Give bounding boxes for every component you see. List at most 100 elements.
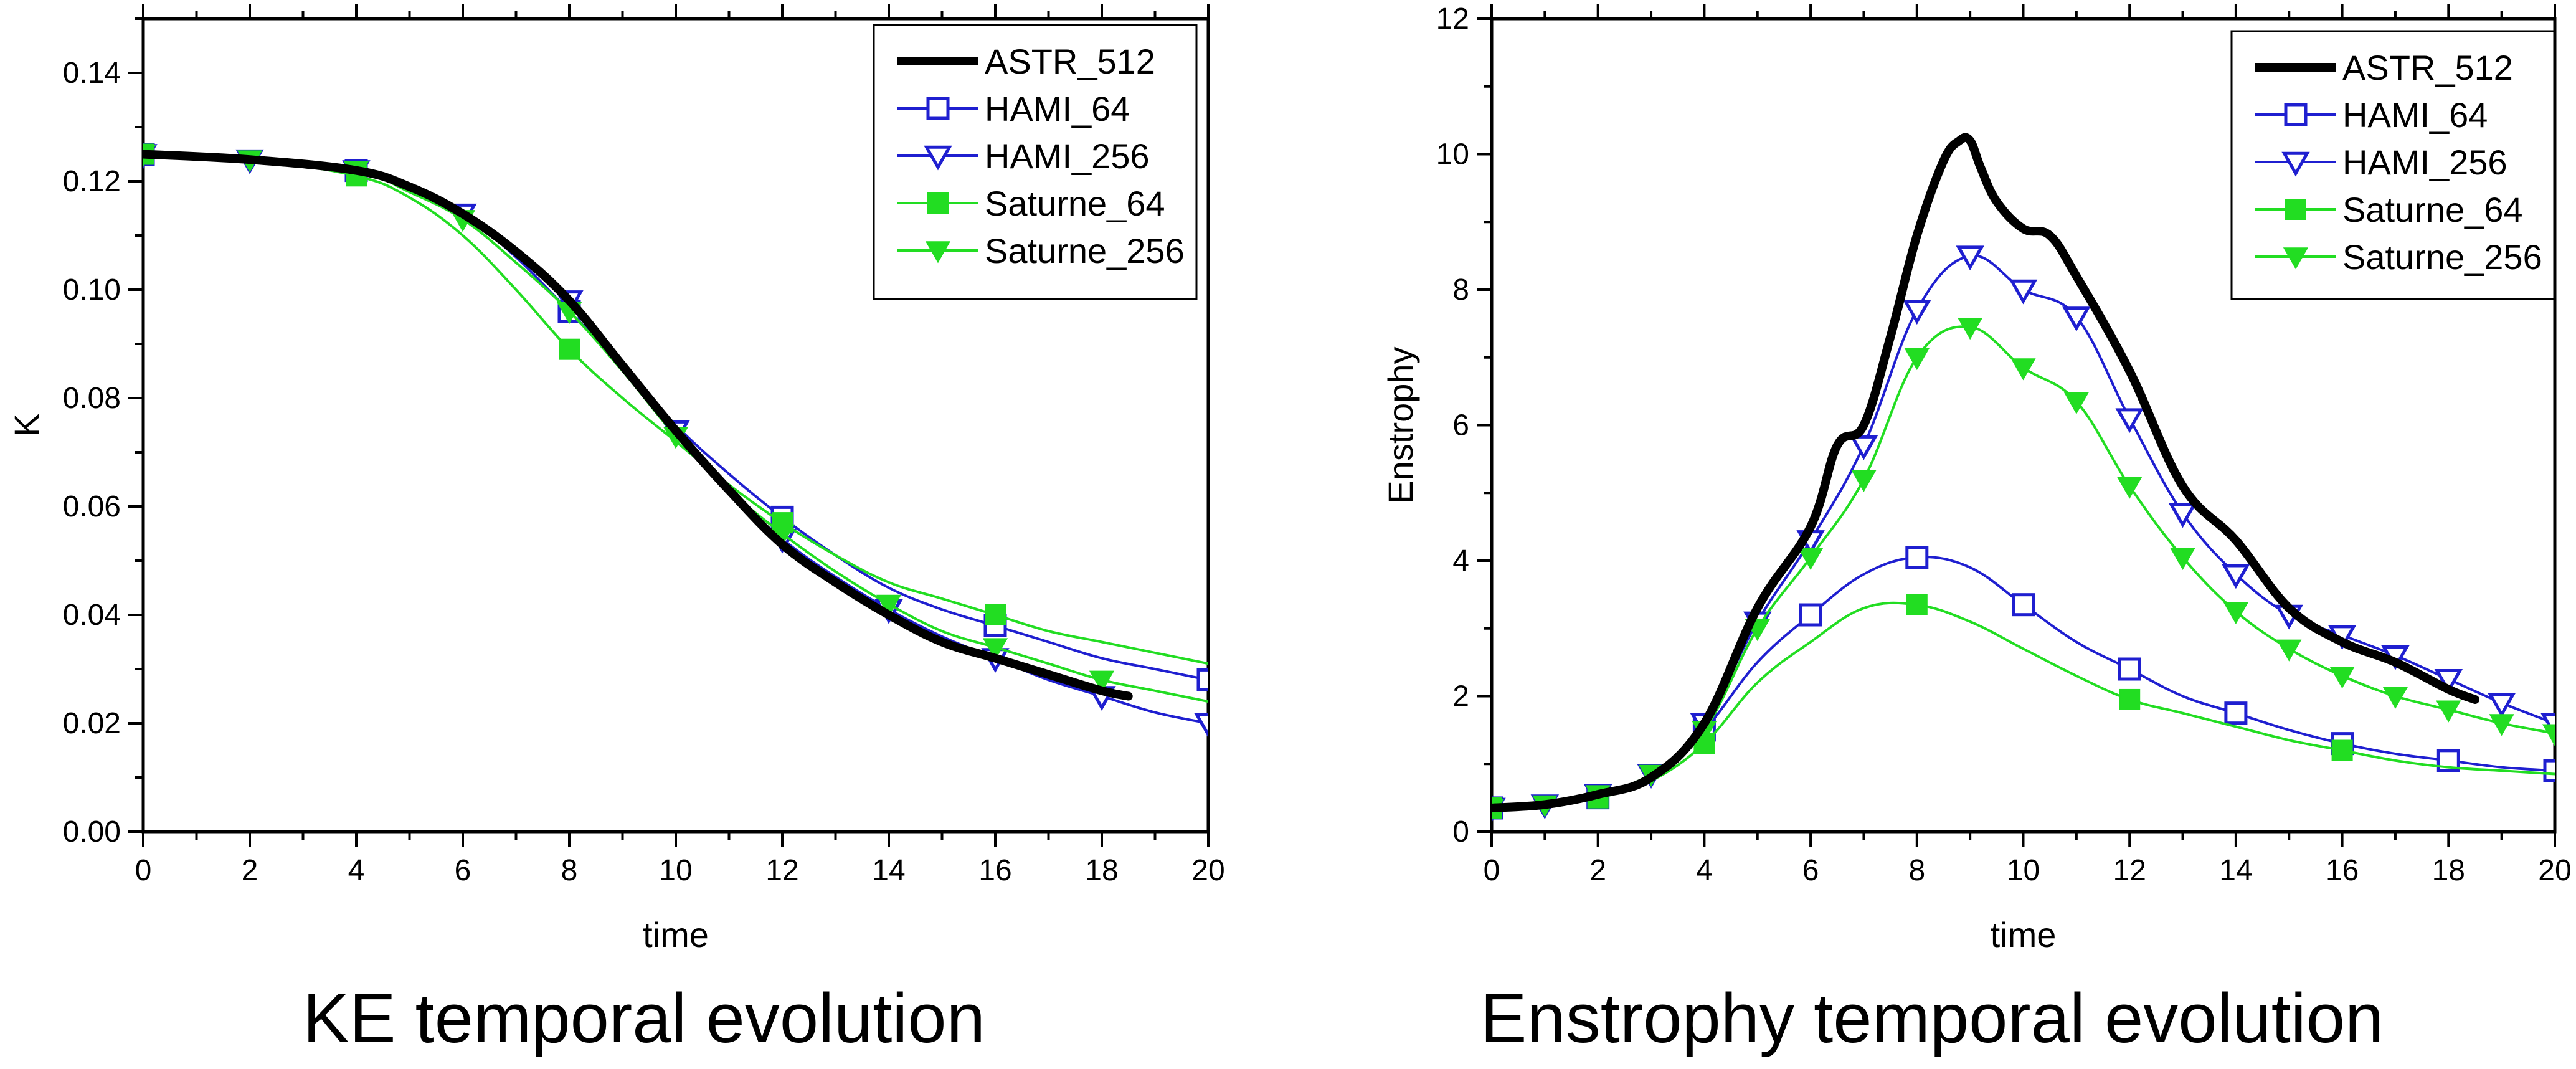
enstrophy-legend-item: Saturne_256 — [2255, 237, 2542, 277]
enstrophy-hami-256-marker — [1903, 300, 1931, 325]
enstrophy-y-tick-label: 12 — [1436, 2, 1469, 36]
enstrophy-x-tick-label: 10 — [2007, 854, 2040, 887]
enstrophy-hami-64-marker — [2224, 701, 2248, 725]
ke-chart: 0 2 4 6 8 10 12 14 16 18 20 0.00 0.02 0.04 0.06 0.08 0.1… — [7, 4, 1225, 954]
ke-x-tick-label: 18 — [1085, 854, 1118, 887]
enstrophy-legend-box — [2230, 30, 2555, 300]
ke-x-tick-label: 14 — [872, 854, 905, 887]
ke-legend-marker — [927, 192, 949, 214]
enstrophy-saturne-64-marker — [1906, 594, 1928, 615]
enstrophy-hami-64-marker — [1799, 603, 1822, 627]
enstrophy-hami-64-marker — [2543, 759, 2555, 782]
enstrophy-hami-64-marker — [1905, 546, 1929, 569]
enstrophy-hami-256-marker — [2168, 503, 2197, 528]
enstrophy-series-line — [1492, 133, 2479, 812]
ke-series-line — [143, 150, 1133, 701]
enstrophy-saturne-256-marker — [1958, 318, 1983, 340]
ke-saturne-256-marker — [876, 594, 902, 617]
enstrophy-series-line — [1492, 601, 2555, 809]
enstrophy-saturne-256-marker — [2063, 392, 2089, 414]
enstrophy-legend-item: HAMI_256 — [2255, 143, 2507, 182]
ke-legend-item: ASTR_512 — [897, 42, 1155, 81]
enstrophy-hami-64-marker — [2012, 593, 2035, 617]
enstrophy-saturne-256-marker — [2382, 687, 2408, 709]
enstrophy-hami-256-marker — [2009, 279, 2038, 305]
enstrophy-saturne-256-marker — [2170, 548, 2195, 570]
ke-y-tick-label: 0.06 — [63, 490, 121, 523]
enstrophy-hami-256-marker — [2434, 669, 2463, 694]
enstrophy-saturne-256-marker — [2223, 602, 2249, 624]
enstrophy-x-tick-label: 14 — [2219, 854, 2252, 887]
enstrophy-legend-label: ASTR_512 — [2342, 48, 2513, 87]
ke-series-astr-512 — [143, 150, 1133, 701]
ke-legend-item: HAMI_64 — [897, 89, 1130, 128]
enstrophy-legend-item: HAMI_64 — [2255, 95, 2488, 135]
ke-legend-marker — [926, 97, 950, 120]
ke-legend-label: HAMI_256 — [985, 136, 1150, 176]
enstrophy-x-tick-label: 6 — [1802, 854, 1819, 887]
enstrophy-saturne-256-marker — [2542, 724, 2555, 746]
ke-saturne-256-marker — [982, 638, 1008, 660]
ke-x-axis-label: time — [643, 915, 709, 954]
enstrophy-legend-label: Saturne_256 — [2342, 237, 2542, 277]
ke-chart-panel: 0 2 4 6 8 10 12 14 16 18 20 0.00 0.02 0.04 0.06 0.08 0.1… — [7, 4, 1225, 1057]
ke-x-tick-label: 0 — [135, 854, 152, 887]
ke-legend-box — [873, 24, 1198, 300]
ke-y-tick-label: 0.00 — [63, 815, 121, 848]
enstrophy-hami-256-marker — [2222, 564, 2250, 589]
enstrophy-legend: ASTR_512 HAMI_64 HAMI_256 Saturne_64 Saturne… — [2230, 30, 2555, 300]
enstrophy-x-tick-label: 2 — [1589, 854, 1606, 887]
ke-saturne-64-marker — [985, 604, 1006, 625]
enstrophy-legend-marker — [2285, 199, 2306, 220]
enstrophy-y-tick-label: 2 — [1452, 680, 1469, 713]
ke-x-tick-label: 8 — [561, 854, 578, 887]
enstrophy-legend-item: Saturne_64 — [2255, 190, 2523, 229]
enstrophy-x-tick-label: 18 — [2432, 854, 2465, 887]
enstrophy-legend-item: ASTR_512 — [2255, 48, 2513, 87]
ke-legend-label: ASTR_512 — [985, 42, 1155, 81]
enstrophy-hami-64-marker — [2118, 657, 2141, 681]
ke-hami-64-marker — [1196, 668, 1208, 691]
enstrophy-saturne-256-marker — [1851, 470, 1877, 492]
ke-x-tick-label: 4 — [348, 854, 365, 887]
ke-legend-marker — [925, 241, 951, 264]
ke-y-tick-label: 0.14 — [63, 57, 121, 90]
ke-saturne-64-marker — [559, 338, 580, 360]
enstrophy-hami-256-marker — [1849, 435, 1878, 460]
ke-y-tick-label: 0.12 — [63, 165, 121, 198]
enstrophy-x-tick-label: 4 — [1696, 854, 1713, 887]
ke-y-ticks — [128, 17, 143, 833]
ke-x-tick-label: 12 — [765, 854, 798, 887]
ke-legend-item: Saturne_256 — [897, 231, 1185, 270]
ke-legend-item: Saturne_64 — [897, 184, 1165, 223]
enstrophy-x-tick-label: 0 — [1484, 854, 1500, 887]
enstrophy-legend-marker — [2283, 247, 2309, 270]
enstrophy-y-ticks — [1477, 17, 1492, 833]
ke-saturne-256-marker — [1089, 670, 1115, 693]
enstrophy-x-tick-label: 16 — [2326, 854, 2359, 887]
enstrophy-saturne-256-marker — [2276, 639, 2302, 662]
enstrophy-x-ticks — [1490, 4, 2556, 847]
enstrophy-y-tick-label: 4 — [1452, 544, 1469, 577]
enstrophy-y-tick-label: 10 — [1436, 138, 1469, 171]
enstrophy-saturne-256-marker — [1904, 348, 1930, 371]
ke-chart-caption: KE temporal evolution — [303, 979, 985, 1057]
ke-y-tick-label: 0.08 — [63, 382, 121, 415]
ke-legend-label: Saturne_256 — [985, 231, 1185, 270]
enstrophy-legend-marker — [2284, 103, 2308, 126]
enstrophy-x-axis-label: time — [1991, 915, 2057, 954]
ke-y-axis-label: K — [7, 414, 46, 437]
enstrophy-hami-256-marker — [2062, 306, 2091, 331]
enstrophy-legend-label: HAMI_256 — [2342, 143, 2507, 182]
ke-legend-item: HAMI_256 — [897, 136, 1150, 176]
ke-x-ticks — [142, 4, 1210, 847]
enstrophy-x-tick-label: 12 — [2113, 854, 2146, 887]
enstrophy-saturne-64-marker — [2331, 739, 2353, 761]
ke-x-tick-label: 2 — [242, 854, 258, 887]
ke-hami-256-marker — [1194, 713, 1208, 738]
enstrophy-saturne-256-marker — [2010, 358, 2036, 381]
ke-legend: ASTR_512 HAMI_64 HAMI_256 Saturne_64 Saturne… — [873, 24, 1198, 300]
enstrophy-legend-label: Saturne_64 — [2342, 190, 2523, 229]
enstrophy-chart-caption: Enstrophy temporal evolution — [1480, 979, 2384, 1057]
enstrophy-y-tick-label: 0 — [1452, 815, 1469, 848]
